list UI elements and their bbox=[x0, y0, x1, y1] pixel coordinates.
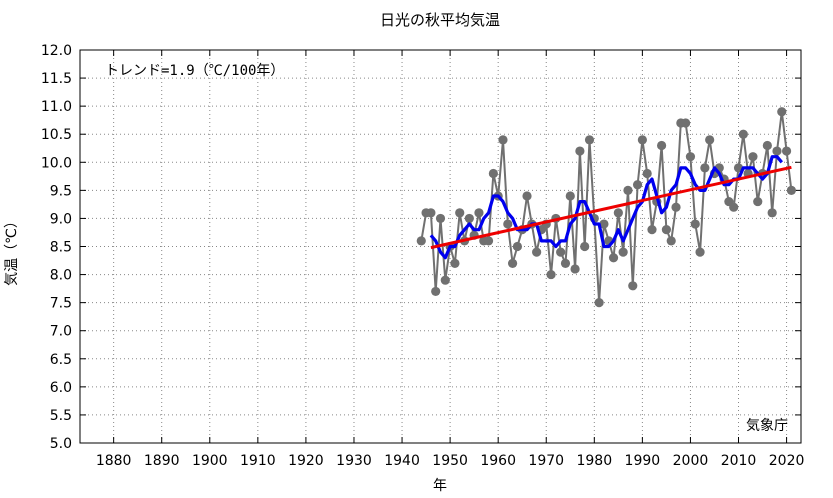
x-tick-label: 2020 bbox=[769, 453, 805, 469]
trend-annotation: トレンド=1.9（℃/100年） bbox=[105, 63, 284, 79]
annual-data-point bbox=[575, 146, 585, 156]
annual-data-point bbox=[584, 135, 595, 145]
annual-data-point bbox=[435, 213, 446, 224]
annual-data-point bbox=[498, 135, 508, 145]
annual-data-point bbox=[628, 281, 638, 291]
annual-data-point bbox=[690, 219, 700, 229]
y-tick-label: 5.0 bbox=[50, 436, 72, 452]
annual-data-point bbox=[522, 191, 532, 201]
annual-data-point bbox=[565, 191, 575, 201]
y-tick-label: 10.5 bbox=[41, 127, 72, 143]
annual-data-point bbox=[599, 219, 609, 229]
annual-data-point bbox=[440, 275, 450, 285]
annual-data-point bbox=[512, 241, 523, 252]
annual-data-point bbox=[532, 247, 542, 257]
grid-layer bbox=[80, 50, 801, 443]
x-tick-label: 1920 bbox=[288, 453, 324, 469]
y-tick-label: 8.0 bbox=[50, 268, 72, 284]
x-tick-label: 2000 bbox=[673, 453, 709, 469]
annual-data-point bbox=[767, 208, 777, 218]
y-tick-label: 10.0 bbox=[41, 155, 72, 171]
annual-data-point bbox=[637, 135, 647, 145]
annual-data-point bbox=[474, 208, 484, 218]
trend-line bbox=[430, 165, 792, 250]
x-tick-label: 2010 bbox=[721, 453, 757, 469]
annual-data-point bbox=[560, 258, 571, 268]
annual-data-point bbox=[546, 269, 556, 280]
annual-data-point bbox=[613, 208, 623, 218]
annual-data-point bbox=[781, 146, 792, 156]
x-tick-label: 1950 bbox=[432, 453, 468, 469]
annual-data-point bbox=[705, 135, 715, 145]
series-layer bbox=[416, 107, 796, 308]
x-tick-label: 1990 bbox=[625, 453, 661, 469]
annual-data-point bbox=[748, 152, 758, 162]
x-tick-label: 1930 bbox=[336, 453, 372, 469]
annual-data-point bbox=[426, 208, 436, 218]
annual-data-point bbox=[671, 202, 681, 212]
annual-data-point bbox=[772, 146, 782, 156]
annual-data-point bbox=[483, 236, 494, 246]
source-label: 気象庁 bbox=[746, 418, 788, 434]
annual-data-point bbox=[623, 185, 633, 195]
x-tick-label: 1880 bbox=[96, 453, 132, 469]
annual-data-point bbox=[488, 168, 498, 179]
y-tick-label: 7.0 bbox=[50, 324, 72, 340]
annual-data-point bbox=[618, 247, 628, 257]
x-tick-label: 1960 bbox=[480, 453, 516, 469]
annual-data-point bbox=[738, 129, 748, 139]
annual-data-point bbox=[450, 258, 460, 268]
annual-data-point bbox=[416, 236, 426, 246]
x-tick-label: 1970 bbox=[528, 453, 564, 469]
y-tick-label: 12.0 bbox=[41, 43, 72, 59]
annual-data-point bbox=[580, 241, 590, 252]
y-tick-label: 11.0 bbox=[41, 99, 72, 115]
annual-data-point bbox=[666, 236, 676, 246]
chart-title: 日光の秋平均気温 bbox=[380, 11, 500, 29]
annual-data-point bbox=[556, 247, 566, 257]
x-tick-label: 1900 bbox=[192, 453, 228, 469]
x-tick-label: 1980 bbox=[576, 453, 612, 469]
annual-data-point bbox=[777, 107, 787, 117]
annual-data-point bbox=[642, 168, 652, 179]
annual-data-point bbox=[661, 225, 672, 235]
y-tick-label: 9.5 bbox=[50, 183, 72, 199]
annual-data-point bbox=[685, 152, 696, 162]
annual-data-point bbox=[700, 163, 710, 173]
y-tick-label: 6.0 bbox=[50, 380, 72, 396]
annual-data-point bbox=[431, 286, 441, 297]
annual-data-point bbox=[647, 225, 657, 235]
y-tick-label: 8.5 bbox=[50, 240, 72, 256]
plot-frame bbox=[79, 49, 802, 444]
annual-data-point bbox=[786, 185, 796, 195]
annual-data-point bbox=[570, 264, 580, 274]
y-tick-label: 5.5 bbox=[50, 408, 72, 424]
x-axis-title: 年 bbox=[433, 478, 447, 494]
annual-data-point bbox=[753, 196, 763, 207]
x-tick-label: 1910 bbox=[240, 453, 276, 469]
annual-data-point bbox=[594, 298, 604, 308]
annual-data-point bbox=[464, 213, 474, 224]
annual-data-point bbox=[657, 140, 667, 151]
annual-data-point bbox=[632, 180, 643, 190]
y-tick-label: 6.5 bbox=[50, 352, 72, 368]
annual-data-point bbox=[608, 253, 619, 263]
y-tick-label: 9.0 bbox=[50, 211, 72, 227]
annual-data-point bbox=[455, 208, 465, 218]
y-axis-title: 気温（℃） bbox=[4, 214, 20, 286]
x-tick-label: 1940 bbox=[384, 453, 420, 469]
annual-data-point bbox=[695, 247, 705, 257]
tick-layer: 5.0 5.5 6.0 6.5 7.0 7.5 8.0 8.5 9.0 9.5 10.0 10.5 11… bbox=[41, 43, 805, 469]
x-tick-label: 1890 bbox=[144, 453, 180, 469]
annual-data-point bbox=[729, 202, 739, 212]
annual-data-point bbox=[507, 258, 518, 268]
annual-data-point bbox=[762, 140, 772, 151]
annual-data-point bbox=[681, 118, 691, 128]
y-tick-label: 11.5 bbox=[41, 71, 72, 87]
annual-data-point bbox=[503, 219, 513, 229]
y-tick-label: 7.5 bbox=[50, 296, 72, 312]
